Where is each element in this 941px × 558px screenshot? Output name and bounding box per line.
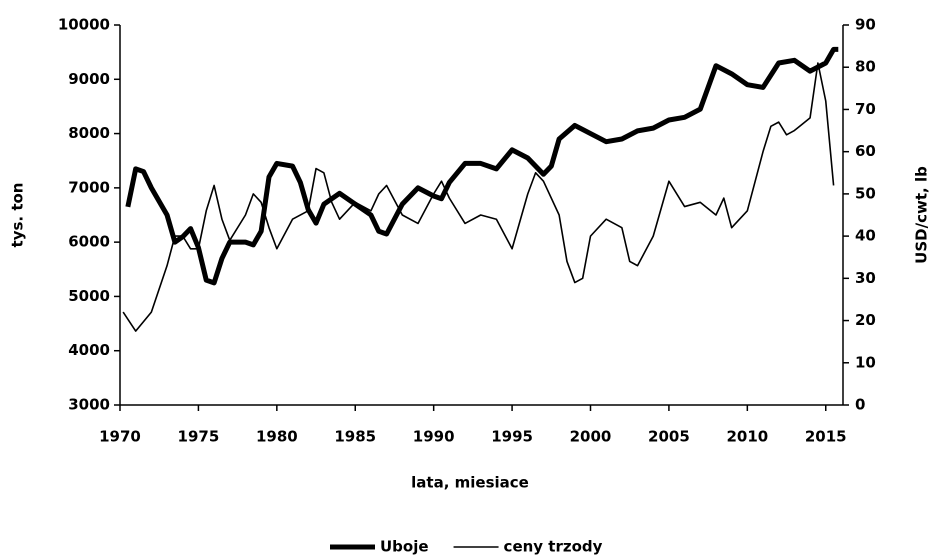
- x-tick-label: 2015: [805, 428, 847, 446]
- x-axis-label: lata, miesiace: [411, 474, 529, 492]
- y-tick-label: 3000: [68, 396, 110, 414]
- y-axis-label: tys. ton: [9, 183, 27, 248]
- y-tick-label: 9000: [68, 70, 110, 88]
- x-tick-label: 1970: [99, 428, 141, 446]
- y2-tick-label: 20: [855, 311, 876, 329]
- x-tick-label: 1975: [178, 428, 220, 446]
- y2-tick-label: 80: [855, 58, 876, 76]
- y2-tick-label: 90: [855, 16, 876, 34]
- series-line: [125, 46, 839, 286]
- x-tick-label: 1995: [491, 428, 533, 446]
- legend-label: Uboje: [380, 538, 429, 556]
- y-tick-label: 6000: [68, 233, 110, 251]
- y2-tick-label: 50: [855, 184, 876, 202]
- x-tick-label: 1980: [256, 428, 298, 446]
- y2-tick-label: 40: [855, 227, 876, 245]
- series-line: [122, 62, 835, 332]
- x-tick-label: 2005: [648, 428, 690, 446]
- x-tick-label: 1990: [413, 428, 455, 446]
- y-tick-label: 10000: [58, 16, 110, 34]
- y2-tick-label: 70: [855, 100, 876, 118]
- y2-tick-label: 10: [855, 353, 876, 371]
- y-tick-label: 8000: [68, 124, 110, 142]
- y2-tick-label: 30: [855, 269, 876, 287]
- x-tick-label: 1985: [334, 428, 376, 446]
- y-tick-label: 5000: [68, 287, 110, 305]
- legend-label: ceny trzody: [504, 538, 603, 556]
- y2-tick-label: 60: [855, 142, 876, 160]
- x-tick-label: 2000: [570, 428, 612, 446]
- y2-tick-label: 0: [855, 396, 865, 414]
- x-tick-label: 2010: [726, 428, 768, 446]
- y2-axis-label: USD/cwt, lb: [913, 166, 931, 264]
- y-tick-label: 7000: [68, 178, 110, 196]
- y-tick-label: 4000: [68, 341, 110, 359]
